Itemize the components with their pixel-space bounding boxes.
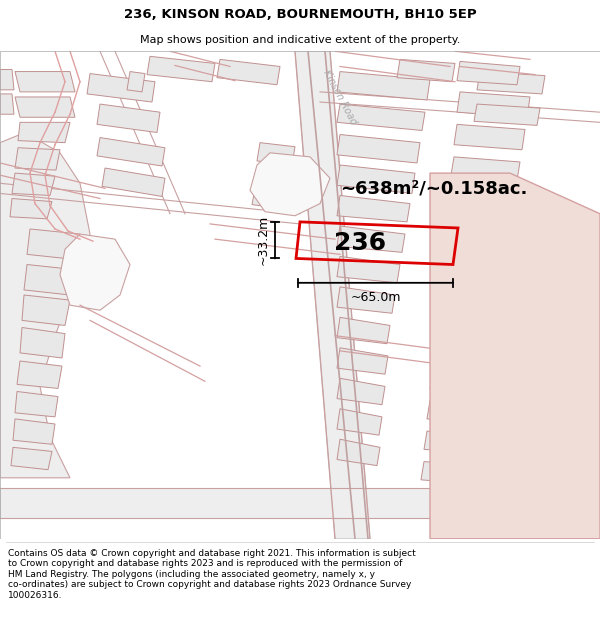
- Polygon shape: [457, 92, 530, 118]
- Polygon shape: [0, 488, 600, 518]
- Polygon shape: [439, 279, 508, 302]
- Polygon shape: [13, 419, 55, 444]
- Polygon shape: [337, 226, 405, 253]
- Polygon shape: [10, 199, 52, 219]
- Polygon shape: [257, 165, 290, 185]
- Polygon shape: [337, 287, 395, 313]
- Polygon shape: [337, 378, 385, 405]
- Polygon shape: [430, 370, 499, 394]
- Polygon shape: [427, 401, 496, 424]
- Polygon shape: [474, 104, 540, 126]
- Polygon shape: [421, 461, 490, 485]
- Polygon shape: [445, 217, 514, 241]
- Polygon shape: [252, 188, 285, 209]
- Polygon shape: [127, 71, 145, 92]
- Polygon shape: [337, 439, 380, 466]
- Text: 236: 236: [334, 231, 386, 255]
- Polygon shape: [24, 264, 75, 295]
- Polygon shape: [337, 318, 390, 344]
- Polygon shape: [337, 134, 420, 163]
- Polygon shape: [0, 94, 14, 114]
- Polygon shape: [397, 59, 455, 82]
- Polygon shape: [60, 234, 130, 310]
- Polygon shape: [17, 361, 62, 388]
- Polygon shape: [337, 104, 425, 131]
- Polygon shape: [337, 165, 415, 194]
- Text: Map shows position and indicative extent of the property.: Map shows position and indicative extent…: [140, 35, 460, 45]
- Polygon shape: [337, 256, 400, 282]
- Polygon shape: [433, 340, 502, 363]
- Polygon shape: [257, 142, 295, 165]
- Polygon shape: [217, 59, 280, 85]
- Polygon shape: [337, 348, 388, 374]
- Polygon shape: [337, 196, 410, 222]
- Polygon shape: [442, 248, 511, 272]
- Polygon shape: [15, 148, 60, 170]
- Polygon shape: [0, 132, 90, 478]
- Polygon shape: [102, 168, 165, 196]
- Polygon shape: [87, 74, 155, 102]
- Polygon shape: [27, 229, 80, 259]
- Polygon shape: [15, 71, 75, 92]
- Polygon shape: [295, 51, 370, 539]
- Polygon shape: [424, 431, 493, 454]
- Polygon shape: [337, 409, 382, 435]
- Polygon shape: [436, 309, 505, 332]
- Text: Kinson Road: Kinson Road: [322, 68, 359, 126]
- Polygon shape: [477, 71, 545, 94]
- Polygon shape: [97, 104, 160, 132]
- Polygon shape: [454, 124, 525, 150]
- Polygon shape: [448, 188, 517, 211]
- Polygon shape: [250, 152, 330, 216]
- Polygon shape: [12, 173, 55, 196]
- Polygon shape: [457, 61, 520, 85]
- Polygon shape: [147, 56, 215, 82]
- Text: Contains OS data © Crown copyright and database right 2021. This information is : Contains OS data © Crown copyright and d…: [8, 549, 416, 600]
- Text: 236, KINSON ROAD, BOURNEMOUTH, BH10 5EP: 236, KINSON ROAD, BOURNEMOUTH, BH10 5EP: [124, 8, 476, 21]
- Polygon shape: [15, 391, 58, 417]
- Text: ~33.2m: ~33.2m: [257, 215, 270, 265]
- Polygon shape: [430, 173, 600, 539]
- Polygon shape: [20, 328, 65, 358]
- Text: ~65.0m: ~65.0m: [350, 291, 401, 304]
- Text: ~638m²/~0.158ac.: ~638m²/~0.158ac.: [340, 179, 527, 198]
- Polygon shape: [0, 69, 14, 90]
- Polygon shape: [11, 448, 52, 470]
- Polygon shape: [337, 71, 430, 100]
- Polygon shape: [97, 138, 165, 166]
- Polygon shape: [18, 122, 70, 142]
- Polygon shape: [451, 157, 520, 180]
- Polygon shape: [22, 295, 70, 326]
- Polygon shape: [15, 97, 75, 118]
